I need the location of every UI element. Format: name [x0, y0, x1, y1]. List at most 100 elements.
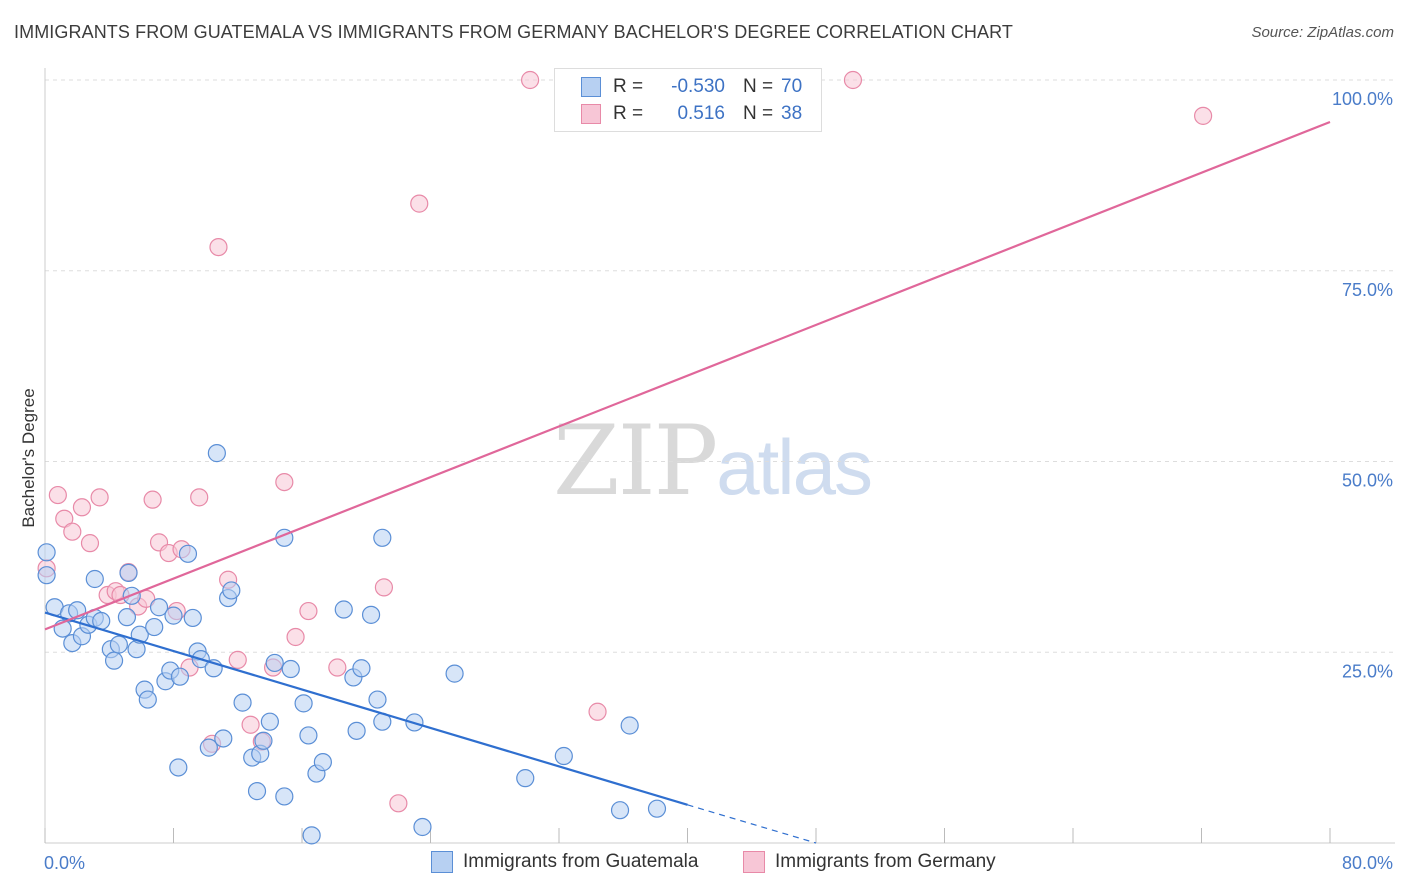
germany-swatch [581, 104, 601, 124]
germany-point [1194, 106, 1213, 125]
x-tick-label: 0.0% [44, 853, 85, 873]
germany-point [520, 70, 540, 90]
y-tick-label: 25.0% [1342, 661, 1393, 681]
tick-labels: 25.0% 50.0% 75.0% 100.0% 0.0% 80.0% [44, 89, 1393, 873]
x-tick-label: 80.0% [1342, 853, 1393, 873]
guatemala-point [119, 563, 138, 582]
guatemala-point [313, 753, 332, 772]
legend-label-guatemala: Immigrants from Guatemala [463, 851, 699, 872]
germany-point [389, 794, 408, 813]
guatemala-point [620, 716, 639, 735]
n-label: N = [743, 103, 774, 124]
germany-point [410, 194, 429, 213]
grid-lines [45, 79, 1395, 653]
germany-trend-line [44, 120, 1331, 631]
guatemala-point [233, 693, 252, 712]
guatemala-point [183, 608, 202, 628]
germany-point [843, 70, 863, 90]
guatemala-point [302, 826, 321, 845]
guatemala-point [37, 566, 56, 585]
germany-swatch [743, 851, 765, 873]
guatemala-point [260, 712, 279, 731]
guatemala-point [222, 581, 241, 600]
guatemala-point [164, 606, 183, 625]
guatemala-point [281, 659, 300, 679]
r-label: R = [613, 103, 644, 124]
guatemala-point [178, 544, 198, 563]
guatemala-point [275, 787, 294, 806]
legend-label-germany: Immigrants from Germany [775, 851, 996, 872]
germany-point [80, 534, 100, 553]
germany-point [241, 715, 260, 734]
r-value: -0.530 [671, 76, 725, 97]
y-tick-label: 75.0% [1342, 280, 1393, 300]
r-label: R = [613, 76, 644, 97]
guatemala-point [368, 690, 387, 709]
guatemala-point [373, 528, 392, 547]
guatemala-point [85, 569, 104, 589]
guatemala-point [294, 694, 313, 713]
guatemala-point [254, 731, 273, 750]
legend-row-guatemala: R = -0.530 N = 70 [581, 75, 802, 99]
guatemala-point [149, 598, 169, 617]
germany-point [72, 498, 92, 517]
guatemala-point [169, 758, 188, 777]
legend-row-germany: R = 0.516 N = 38 [581, 102, 802, 126]
guatemala-point [170, 667, 190, 686]
guatemala-swatch [581, 77, 601, 97]
germany-point [143, 490, 162, 509]
source-label: Source: ZipAtlas.com [1251, 24, 1394, 41]
guatemala-point [117, 608, 137, 627]
watermark-atlas: atlas [716, 423, 873, 511]
germany-point [48, 485, 67, 505]
guatemala-point [145, 617, 164, 637]
r-value: 0.516 [677, 103, 725, 124]
guatemala-point [334, 600, 353, 619]
germany-point [588, 702, 607, 721]
guatemala-point [247, 782, 267, 801]
germany-point [209, 237, 228, 257]
n-value: 70 [781, 76, 803, 97]
y-tick-label: 50.0% [1342, 471, 1393, 491]
germany-point [63, 522, 82, 541]
legend-item-germany: Immigrants from Germany [743, 851, 996, 873]
correlation-legend: R = -0.530 N = 70 R = 0.516 N = 38 [554, 68, 822, 132]
germany-point [90, 488, 109, 507]
guatemala-point [265, 653, 284, 673]
germany-point [286, 627, 305, 647]
watermark-zip: ZIP [553, 405, 718, 517]
legend-item-guatemala: Immigrants from Guatemala [431, 851, 698, 873]
guatemala-point [516, 769, 535, 788]
guatemala-point [109, 635, 128, 654]
guatemala-point [554, 746, 573, 766]
guatemala-point [445, 664, 464, 683]
n-label: N = [743, 76, 774, 97]
axes [44, 68, 1395, 844]
trend-lines [44, 120, 1331, 844]
guatemala-point [347, 721, 366, 740]
guatemala-point [104, 651, 124, 670]
guatemala-point [647, 799, 667, 818]
guatemala-point [610, 801, 630, 820]
germany-point [374, 578, 394, 597]
guatemala-point [37, 543, 56, 562]
guatemala-point [199, 738, 218, 757]
germany-point [190, 488, 209, 507]
germany-point [228, 650, 247, 669]
guatemala-trend-line [44, 611, 688, 806]
guatemala-point [413, 817, 432, 837]
y-axis-label: Bachelor's Degree [19, 388, 38, 527]
germany-point [299, 601, 318, 621]
germany-point [275, 473, 294, 492]
y-tick-label: 100.0% [1332, 89, 1393, 109]
guatemala-point [299, 726, 318, 745]
n-value: 38 [781, 103, 803, 124]
germany-point [328, 658, 347, 677]
chart-title: IMMIGRANTS FROM GUATEMALA VS IMMIGRANTS … [14, 22, 1014, 42]
guatemala-point [214, 729, 233, 748]
guatemala-trend-extension [687, 804, 817, 844]
guatemala-point [361, 605, 381, 624]
data-points [37, 70, 1213, 845]
guatemala-point [138, 690, 157, 709]
